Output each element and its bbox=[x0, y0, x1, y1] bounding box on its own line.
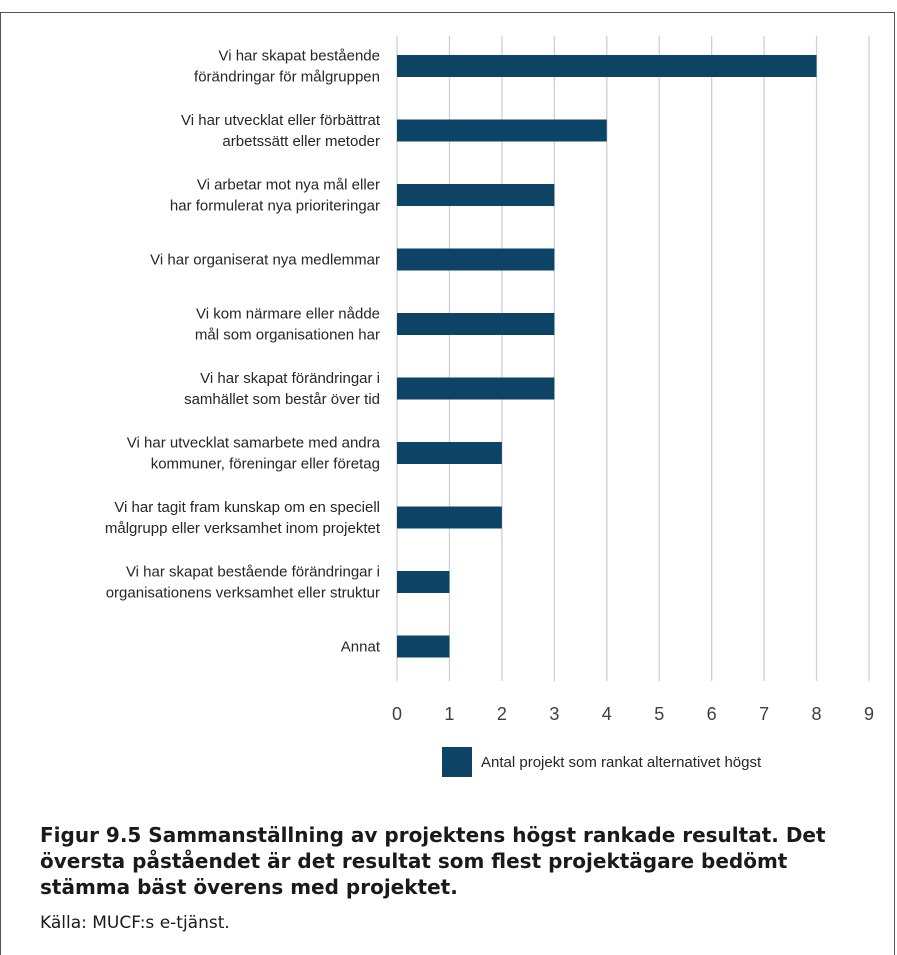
category-label: Vi kom närmare eller nådde mål som organi… bbox=[195, 306, 380, 344]
category-label: Annat bbox=[341, 639, 381, 656]
category-label: Vi har tagit fram kunskap om en speciell… bbox=[105, 499, 381, 537]
bars bbox=[397, 55, 817, 658]
bar bbox=[397, 55, 817, 77]
bar bbox=[397, 571, 450, 593]
category-label: Vi arbetar mot nya mål eller har formuler… bbox=[170, 177, 380, 215]
legend: Antal projekt som rankat alternativet hö… bbox=[442, 747, 762, 777]
x-tick-label: 7 bbox=[759, 704, 769, 724]
category-label: Vi har utvecklat samarbete med andra komm… bbox=[127, 435, 381, 473]
x-tick-label: 5 bbox=[654, 704, 664, 724]
x-tick-label: 1 bbox=[444, 704, 454, 724]
category-label: Vi har organiserat nya medlemmar bbox=[150, 252, 380, 269]
x-tick-label: 3 bbox=[549, 704, 559, 724]
figure-caption: Figur 9.5 Sammanställning av projektens … bbox=[40, 823, 826, 899]
x-tick-label: 0 bbox=[392, 704, 402, 724]
legend-swatch bbox=[442, 747, 472, 777]
bar bbox=[397, 313, 555, 335]
bar bbox=[397, 635, 450, 658]
figure-frame bbox=[0, 12, 895, 955]
x-tick-label: 8 bbox=[812, 704, 822, 724]
x-tick-label: 9 bbox=[864, 704, 874, 724]
x-axis-ticks: 0 1 2 3 4 5 6 7 8 9 bbox=[392, 704, 874, 724]
legend-label: Antal projekt som rankat alternativet hö… bbox=[481, 754, 762, 771]
x-tick-label: 4 bbox=[602, 704, 612, 724]
x-tick-label: 2 bbox=[497, 704, 507, 724]
bar bbox=[397, 377, 555, 400]
category-labels: Vi har skapat bestående förändringar för … bbox=[105, 48, 381, 656]
category-label: Vi har skapat bestående förändringar för … bbox=[194, 48, 380, 86]
x-tick-label: 6 bbox=[707, 704, 717, 724]
category-label: Vi har skapat bestående förändringar i or… bbox=[106, 564, 380, 602]
bar bbox=[397, 119, 607, 142]
category-label: Vi har skapat förändringar i samhället so… bbox=[184, 370, 380, 408]
bar bbox=[397, 442, 502, 464]
bar-chart: Vi har skapat bestående förändringar för … bbox=[105, 36, 874, 777]
figure-source: Källa: MUCF:s e-tjänst. bbox=[40, 913, 230, 933]
category-label: Vi har utvecklat eller förbättrat arbetss… bbox=[181, 112, 381, 150]
bar bbox=[397, 506, 502, 529]
bar bbox=[397, 248, 555, 271]
bar bbox=[397, 184, 555, 206]
gridlines bbox=[396, 36, 870, 681]
